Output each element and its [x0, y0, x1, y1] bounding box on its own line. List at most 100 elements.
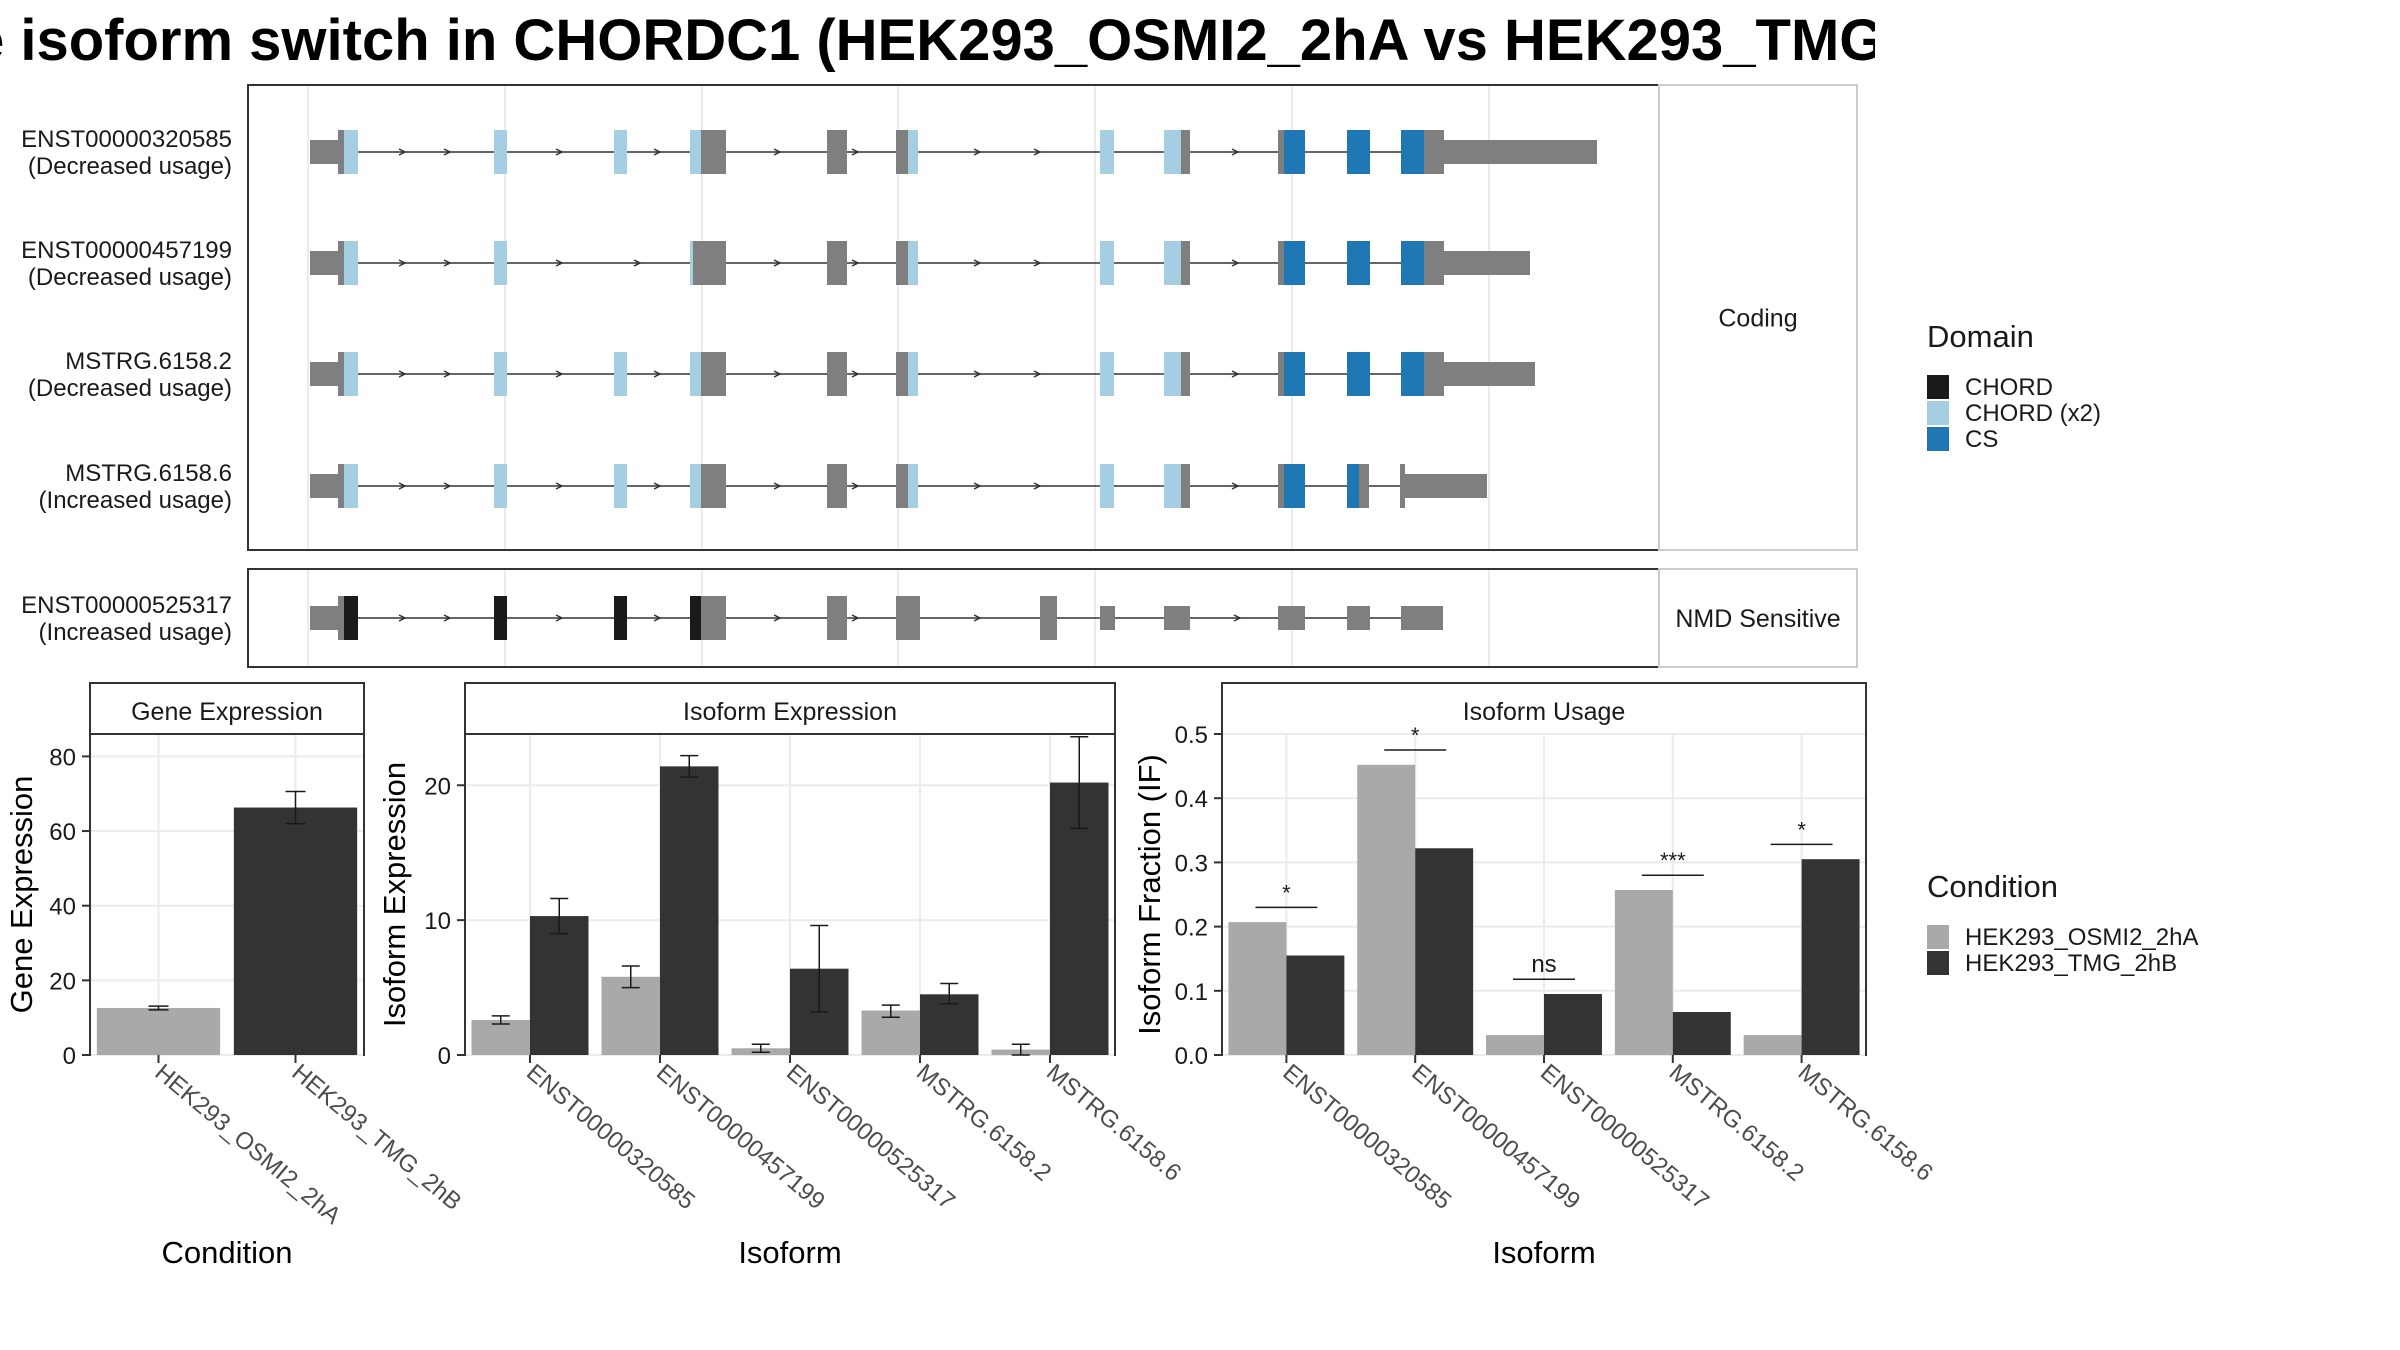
- domain-legend-key: [1927, 375, 1949, 399]
- y-tick-label: 0.3: [1175, 850, 1208, 877]
- intron-arrow: [398, 482, 407, 490]
- bar: [660, 766, 719, 1055]
- intron-arrow: [653, 482, 662, 490]
- chart-strip: [464, 682, 1116, 735]
- intron-arrow: [443, 370, 452, 378]
- domain-chord-x2-exon: [494, 352, 507, 396]
- domain-chord-x2-exon: [494, 464, 507, 508]
- intron-arrow: [851, 370, 860, 378]
- exon: [896, 241, 908, 285]
- utr-5prime: [310, 606, 343, 630]
- utr-3prime: [1444, 140, 1597, 164]
- significance-label: *: [1797, 817, 1806, 842]
- transcript-id-label: MSTRG.6158.2: [65, 348, 232, 375]
- y-tick-label: 0.1: [1175, 979, 1208, 1006]
- domain-chord-x2-exon: [344, 130, 358, 174]
- x-tick-label: MSTRG.6158.2: [1664, 1059, 1809, 1187]
- exon: [827, 596, 847, 640]
- bar: [96, 1007, 221, 1055]
- exon: [1164, 606, 1190, 630]
- exon: [827, 130, 847, 174]
- intron-arrow: [1231, 259, 1240, 267]
- intron-arrow: [398, 370, 407, 378]
- exon: [1181, 464, 1190, 508]
- x-axis-title: Isoform: [738, 1235, 841, 1270]
- intron-arrow: [973, 259, 982, 267]
- bar: [1801, 859, 1860, 1055]
- x-axis-title: Isoform: [1492, 1235, 1595, 1270]
- transcript-usage-label: (Increased usage): [39, 487, 232, 514]
- intron-arrow: [555, 148, 564, 156]
- exon: [338, 352, 344, 396]
- exon: [1181, 241, 1190, 285]
- intron-arrow: [653, 148, 662, 156]
- domain-chord-x2-exon: [1164, 464, 1181, 508]
- utr-5prime: [310, 474, 343, 498]
- utr-3prime: [1401, 606, 1443, 630]
- transcript-usage-label: (Decreased usage): [28, 375, 232, 402]
- bar: [1357, 764, 1416, 1055]
- domain-chord-x2-exon: [494, 241, 507, 285]
- intron-arrow: [443, 482, 452, 490]
- bar: [1614, 890, 1673, 1055]
- exon: [701, 464, 726, 508]
- bar: [1228, 922, 1287, 1055]
- y-tick-label: 0.0: [1175, 1043, 1208, 1070]
- exon: [896, 464, 908, 508]
- transcript-id-label: ENST00000525317: [21, 592, 232, 619]
- domain-cs-exon: [1347, 130, 1370, 174]
- y-tick-label: 0: [63, 1043, 76, 1070]
- exon: [896, 130, 908, 174]
- exon: [338, 596, 344, 640]
- transcript-usage-label: (Decreased usage): [28, 153, 232, 180]
- y-tick-label: 60: [49, 819, 76, 846]
- intron-arrow: [1233, 614, 1242, 622]
- intron-arrow: [443, 148, 452, 156]
- significance-label: ns: [1531, 951, 1556, 978]
- y-axis-title: Gene Expression: [4, 776, 39, 1014]
- condition-legend-label: HEK293_TMG_2hB: [1965, 950, 2177, 977]
- y-tick-label: 80: [49, 744, 76, 771]
- intron-arrow: [1033, 259, 1042, 267]
- exon: [1181, 352, 1190, 396]
- y-axis-title: Isoform Expression: [377, 762, 412, 1027]
- utr-5prime: [310, 140, 343, 164]
- utr-3prime: [1405, 474, 1487, 498]
- intron-arrow: [443, 259, 452, 267]
- intron-arrow: [443, 614, 452, 622]
- domain-chord-x2-exon: [614, 464, 627, 508]
- domain-chord-x2-exon: [344, 241, 358, 285]
- domain-chord-exon: [494, 596, 507, 640]
- exon: [693, 241, 726, 285]
- domain-chord-x2-exon: [908, 464, 918, 508]
- exon: [1424, 352, 1444, 396]
- structure-strip-0: [1658, 84, 1858, 551]
- domain-chord-x2-exon: [1164, 130, 1181, 174]
- x-tick-label: MSTRG.6158.2: [911, 1059, 1056, 1187]
- domain-chord-x2-exon: [690, 130, 701, 174]
- domain-chord-x2-exon: [614, 130, 627, 174]
- intron-arrow: [973, 370, 982, 378]
- y-tick-label: 0: [438, 1043, 451, 1070]
- exon: [338, 464, 344, 508]
- condition-legend-title: Condition: [1927, 869, 2058, 904]
- y-axis-title: Isoform Fraction (IF): [1132, 754, 1167, 1035]
- intron-arrow: [773, 259, 782, 267]
- domain-cs-exon: [1284, 352, 1305, 396]
- domain-legend-title: Domain: [1927, 319, 2034, 354]
- exon: [1359, 464, 1369, 508]
- intron-arrow: [633, 259, 642, 267]
- domain-chord-x2-exon: [494, 130, 507, 174]
- domain-cs-exon: [1347, 352, 1370, 396]
- exon: [701, 352, 726, 396]
- domain-chord-x2-exon: [1164, 352, 1181, 396]
- chart-panel-title: Gene Expression: [131, 698, 323, 726]
- intron-arrow: [773, 614, 782, 622]
- transcript-usage-label: (Decreased usage): [28, 264, 232, 291]
- exon: [338, 130, 344, 174]
- exon: [827, 352, 847, 396]
- intron-arrow: [653, 370, 662, 378]
- condition-legend-label: HEK293_OSMI2_2hA: [1965, 924, 2198, 951]
- chart-strip: [89, 682, 365, 735]
